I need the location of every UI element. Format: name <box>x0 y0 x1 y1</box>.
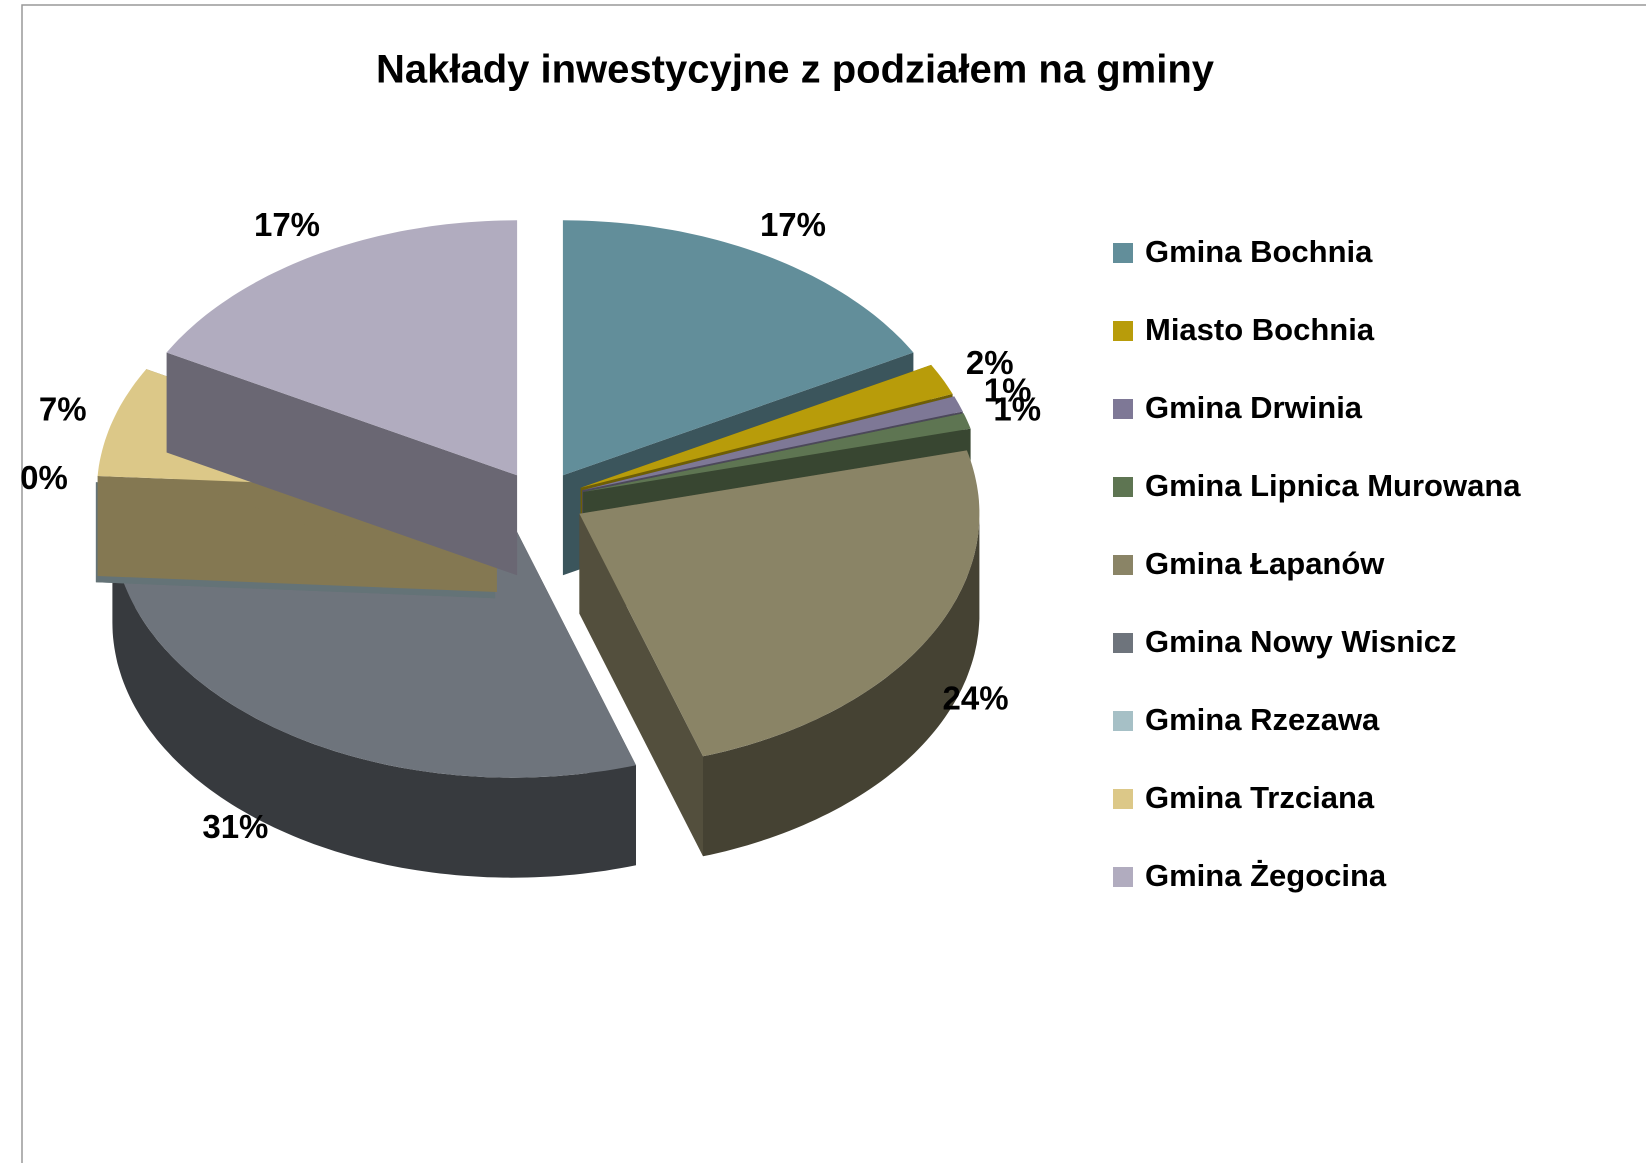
slice-top <box>583 413 971 492</box>
pie-slice <box>166 220 518 576</box>
data-label: 17% <box>760 206 826 243</box>
data-label: 31% <box>202 808 268 845</box>
data-label: 17% <box>254 206 320 243</box>
legend-swatch <box>1113 789 1133 809</box>
legend-label: Gmina Żegocina <box>1145 858 1387 893</box>
slice-wall <box>703 513 980 857</box>
slice-wall <box>112 522 636 878</box>
slice-top <box>562 220 914 476</box>
chart-border <box>21 4 1646 1163</box>
legend-swatch <box>1113 399 1133 419</box>
legend-label: Gmina Trzciana <box>1145 780 1375 815</box>
slice-top <box>166 220 518 476</box>
legend-swatch <box>1113 555 1133 575</box>
legend-label: Gmina Rzezawa <box>1145 702 1380 737</box>
legend-label: Miasto Bochnia <box>1145 312 1375 347</box>
data-label: 24% <box>942 680 1008 717</box>
chart-title: Nakłady inwestycyjne z podziałem na gmin… <box>376 48 1215 92</box>
slice-side <box>579 513 703 857</box>
legend-swatch <box>1113 477 1133 497</box>
pie-slice <box>579 450 980 857</box>
slice-top <box>579 450 980 757</box>
data-label: 1% <box>993 390 1041 427</box>
data-label: 0% <box>20 459 68 496</box>
legend-label: Gmina Nowy Wisnicz <box>1145 624 1457 659</box>
legend-label: Gmina Łapanów <box>1145 546 1385 581</box>
slice-side <box>166 352 518 576</box>
data-label: 1% <box>984 371 1032 408</box>
legend-swatch <box>1113 633 1133 653</box>
legend-swatch <box>1113 243 1133 263</box>
legend-swatch <box>1113 711 1133 731</box>
slice-top <box>580 364 953 488</box>
slice-top <box>582 396 963 491</box>
legend-label: Gmina Bochnia <box>1145 234 1373 269</box>
legend-label: Gmina Drwinia <box>1145 390 1363 425</box>
legend-swatch <box>1113 867 1133 887</box>
legend-swatch <box>1113 321 1133 341</box>
legend-label: Gmina Lipnica Murowana <box>1145 468 1521 503</box>
data-label: 7% <box>39 390 87 427</box>
data-label: 2% <box>966 344 1014 381</box>
